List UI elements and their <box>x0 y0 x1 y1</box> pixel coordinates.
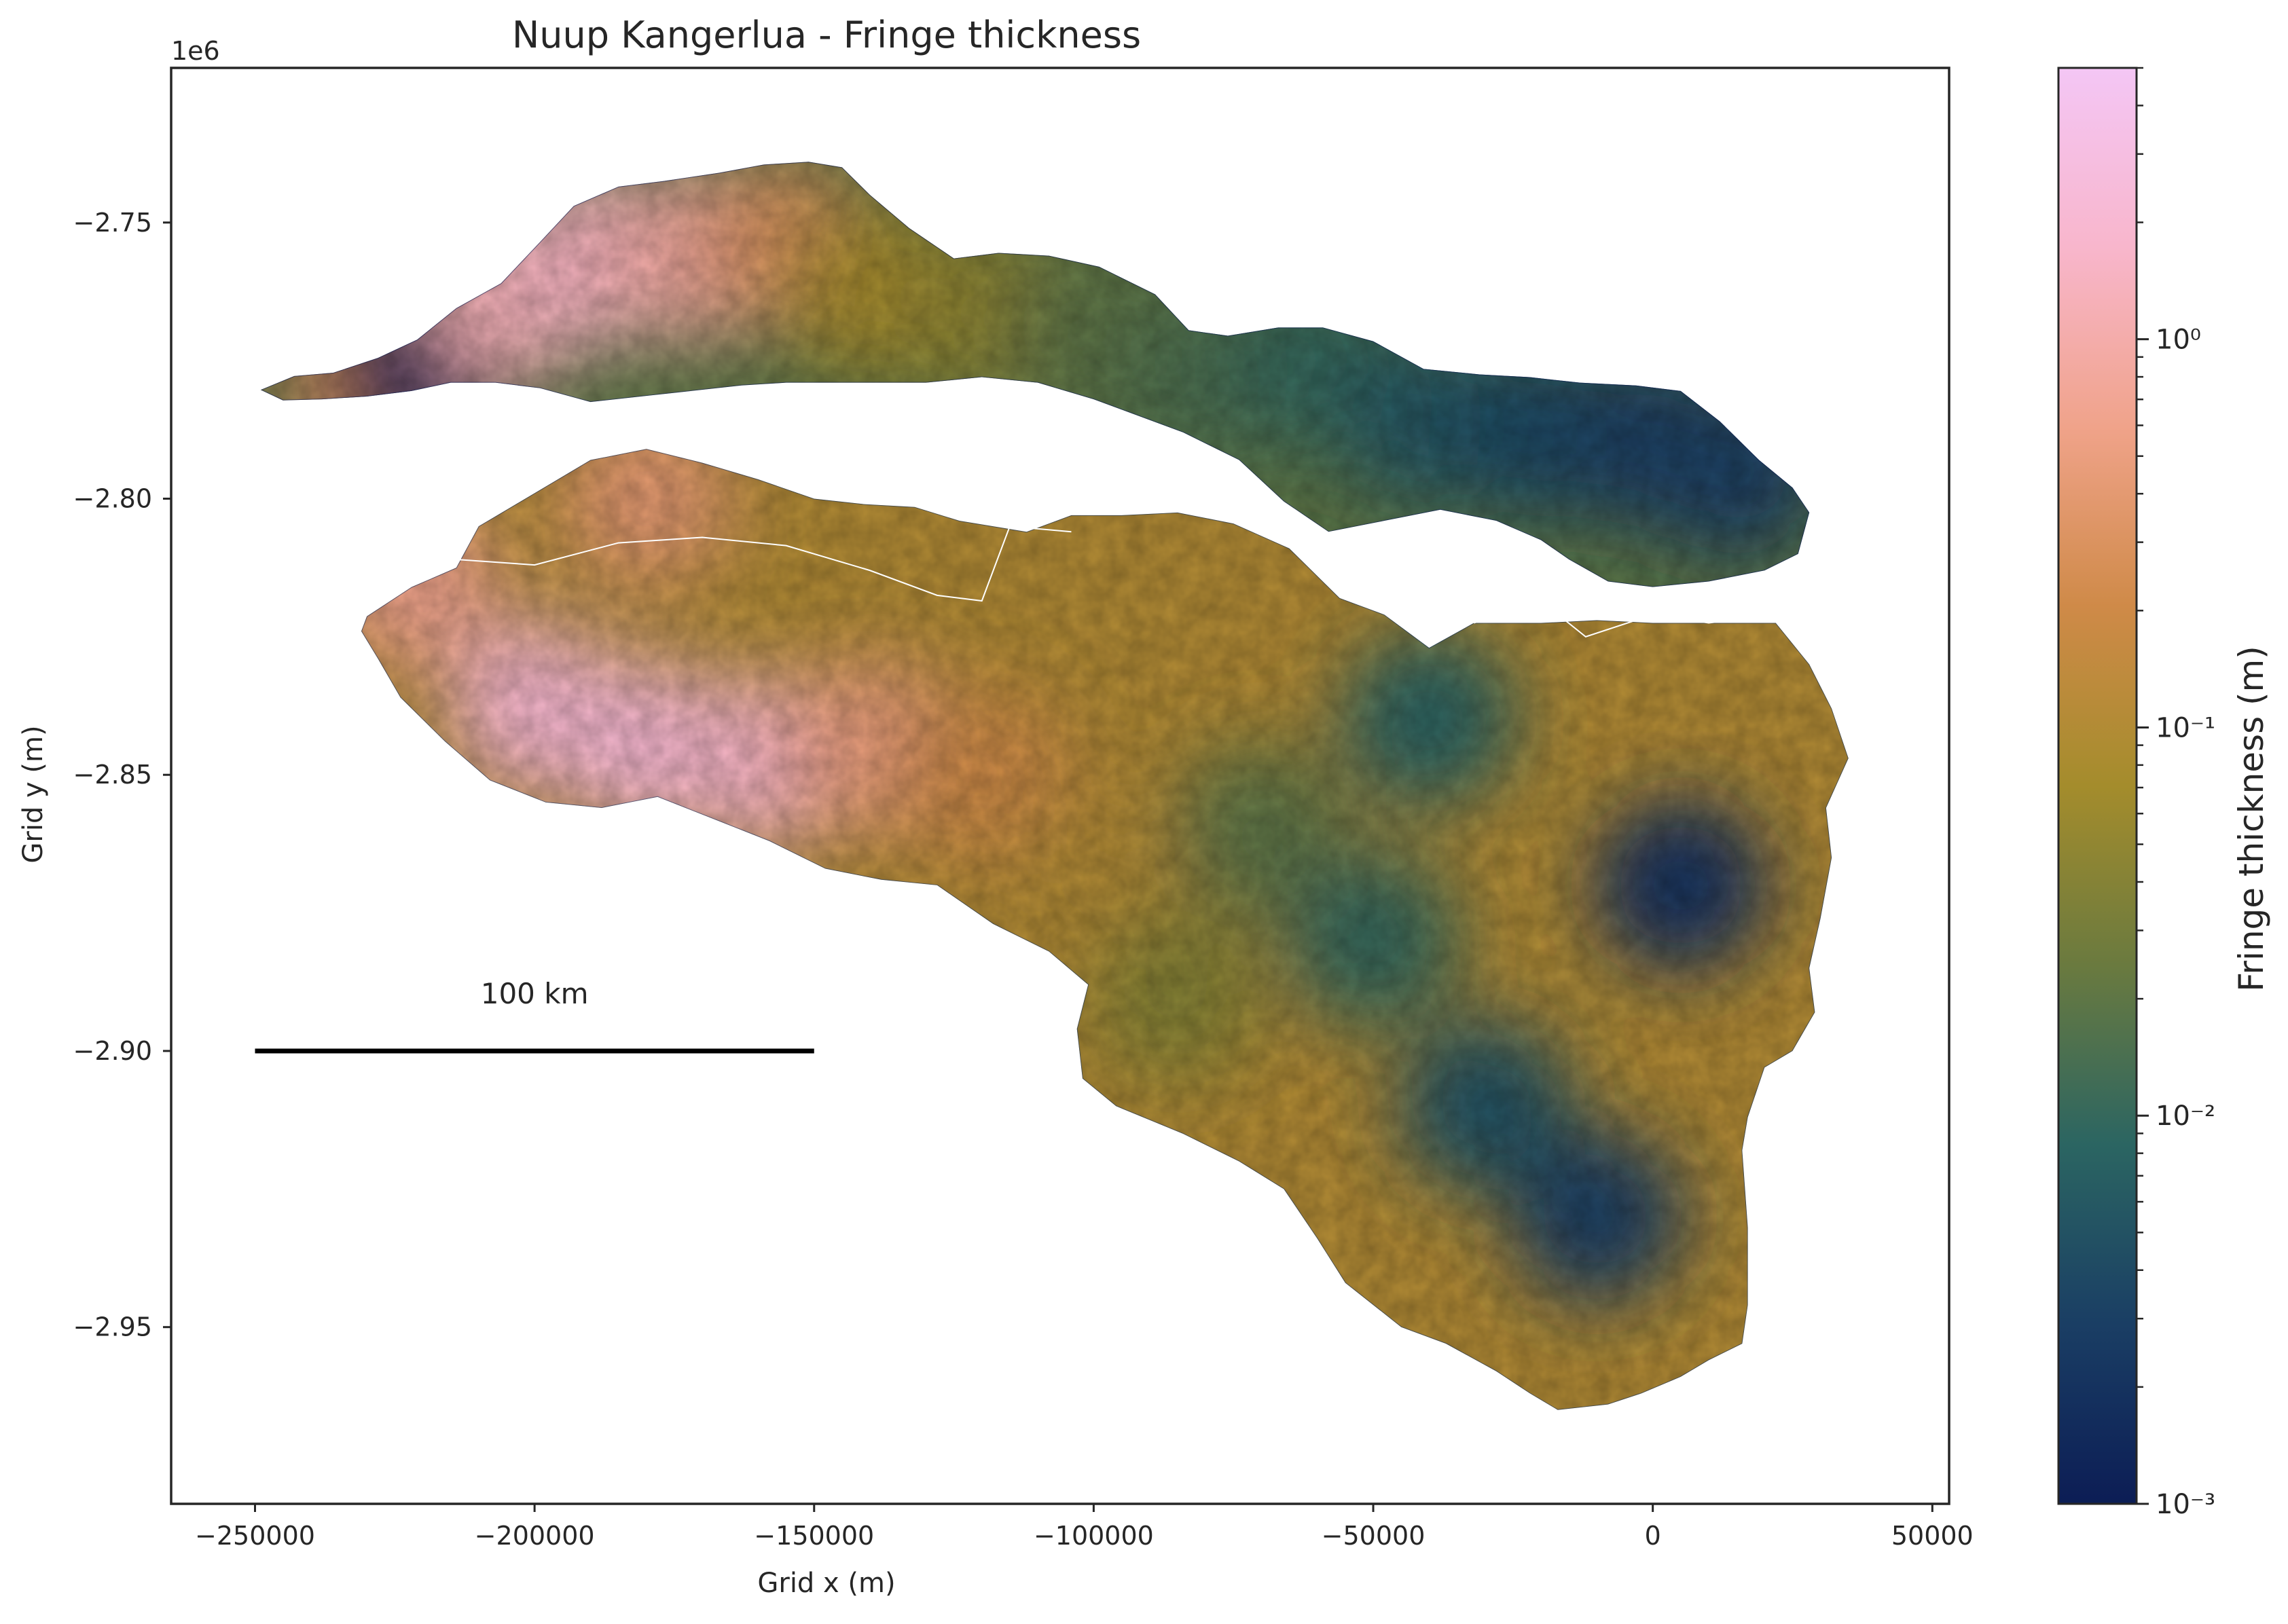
y-tick-label: −2.80 <box>73 484 152 514</box>
x-tick-label: −150000 <box>754 1521 874 1551</box>
y-tick-label: −2.85 <box>73 760 152 790</box>
y-tick-label: −2.95 <box>73 1312 152 1342</box>
scale-bar-label: 100 km <box>481 977 589 1010</box>
x-tick-label: −200000 <box>475 1521 595 1551</box>
axes-frame <box>170 67 1950 1505</box>
thickness-field <box>260 162 1849 1410</box>
x-tick-label: 50000 <box>1891 1521 1974 1551</box>
x-axis-label: Grid x (m) <box>757 1568 895 1599</box>
y-tick-label: −2.90 <box>73 1036 152 1066</box>
colorbar-tick-label: 10⁻³ <box>2156 1489 2215 1520</box>
x-tick-label: −250000 <box>195 1521 315 1551</box>
basin-divide <box>1473 599 1776 638</box>
colorbar-gradient <box>2057 67 2138 1505</box>
colorbar-label: Fringe thickness (m) <box>2232 646 2271 991</box>
x-tick-label: 0 <box>1645 1521 1661 1551</box>
basin-divide <box>456 525 1072 602</box>
x-tick-label: −50000 <box>1322 1521 1426 1551</box>
colorbar: 10⁻³ 10⁻² 10⁻¹ 10⁰ <box>2057 67 2215 1520</box>
x-tick-label: −100000 <box>1034 1521 1154 1551</box>
colorbar-tick-label: 10⁻² <box>2156 1101 2215 1132</box>
chart-title: Nuup Kangerlua - Fringe thickness <box>512 14 1141 56</box>
scale-bar: 100 km <box>255 977 814 1054</box>
colorbar-tick-label: 10⁻¹ <box>2156 712 2215 743</box>
plot-area: −250000 −200000 −150000 −100000 −50000 0 50000… <box>73 67 1974 1551</box>
y-tick-label: −2.75 <box>73 208 152 238</box>
colorbar-tick-label: 10⁰ <box>2156 325 2201 356</box>
y-offset-label: 1e6 <box>171 36 220 66</box>
y-axis-label: Grid y (m) <box>18 725 49 863</box>
